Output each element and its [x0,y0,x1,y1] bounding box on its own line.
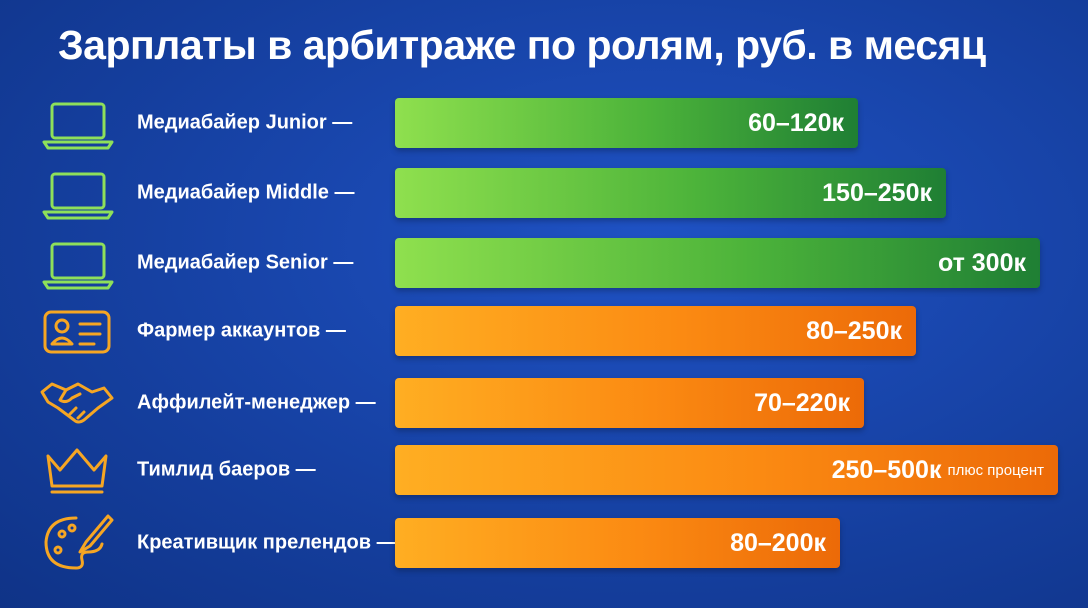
role-label: Медиабайер Junior — [137,111,353,134]
salary-bar: 70–220к [395,378,864,428]
role-label: Медиабайер Middle — [137,181,355,204]
salary-bar: 150–250к [395,168,946,218]
salary-note: плюс процент [947,461,1044,479]
laptop-icon [42,102,114,150]
salary-label: 60–120к [748,108,844,137]
role-label: Креативщик прелендов — [137,531,397,554]
salary-label: 150–250к [822,178,932,207]
salary-label: от 300к [937,248,1026,277]
title: Зарплаты в арбитраже по ролям, руб. в ме… [58,22,986,68]
role-label: Фармер аккаунтов — [137,319,346,342]
crown-icon [46,448,108,494]
salary-label: 250–500к [831,455,942,484]
salary-bar: 80–200к [395,518,840,568]
id-card-icon [43,310,111,354]
salary-bar: 60–120к [395,98,858,148]
salary-bar: от 300к [395,238,1040,288]
salary-bar: 80–250к [395,306,916,356]
role-label: Аффилейт-менеджер — [137,391,376,414]
salary-bar: 250–500к плюс процент [395,445,1058,495]
icons [40,102,114,570]
salary-label: 80–200к [730,528,826,557]
role-label: Тимлид баеров — [137,458,316,481]
salary-label: 80–250к [806,316,902,345]
laptop-icon [42,242,114,290]
salary-label: 70–220к [754,388,850,417]
laptop-icon [42,172,114,220]
palette-icon [44,514,114,570]
role-label: Медиабайер Senior — [137,251,354,274]
handshake-icon [40,382,114,424]
